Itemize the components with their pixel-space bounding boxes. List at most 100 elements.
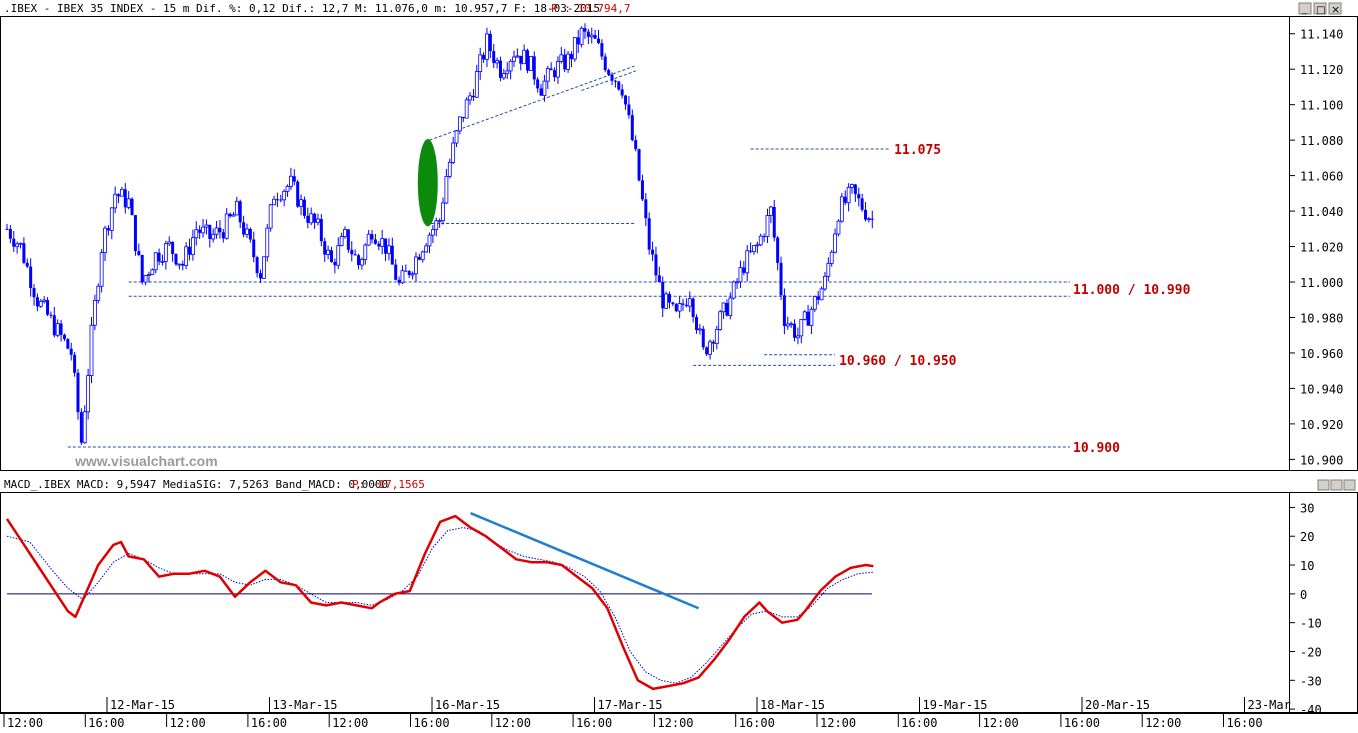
green-ellipse-gap	[417, 139, 438, 227]
candle-body-down	[634, 140, 638, 150]
candle-body-up	[812, 296, 817, 310]
candle-body-up	[454, 130, 459, 144]
candle-body-down	[586, 31, 590, 37]
candle-body-up	[224, 213, 229, 239]
candle-body-down	[333, 261, 337, 266]
candle-body-up	[410, 273, 415, 276]
candle-body-up	[708, 341, 712, 355]
candle-body-down	[651, 249, 655, 255]
candle-body-down	[549, 68, 553, 71]
price-tick-label: 11.120	[1300, 63, 1343, 77]
price-level-labels: 11.075 11.000 / 10.990 10.960 / 10.950 10.9…	[839, 143, 1190, 456]
candle-body-up	[214, 227, 219, 235]
price-panel-controls[interactable]: _ □ ×	[1298, 2, 1342, 16]
candle-body-down	[188, 246, 192, 255]
candle-body-down	[705, 347, 709, 355]
candle-body-up	[339, 236, 344, 246]
candle-body-up	[718, 311, 723, 330]
candle-body-up	[437, 220, 442, 223]
candle-body-up	[99, 252, 104, 287]
price-tick-label: 11.000	[1300, 276, 1343, 290]
candle-body-down	[630, 115, 634, 141]
candle-body-down	[776, 237, 780, 263]
candle-body-down	[208, 225, 212, 239]
time-label: 12:00	[495, 716, 531, 730]
candle-body-up	[809, 308, 814, 326]
time-label: 12:00	[170, 716, 206, 730]
macd-lines	[5, 512, 874, 691]
candle-body-down	[576, 37, 580, 45]
candle-body-up	[427, 234, 432, 247]
candle-body-up	[501, 73, 506, 79]
time-label: 12:00	[332, 716, 368, 730]
macd-ticks: 30 20 10 0 -10 -20 -30 -40	[1290, 501, 1322, 717]
candle-body-up	[400, 270, 405, 284]
candle-body-up	[839, 196, 844, 222]
price-tick-label: 10.980	[1300, 311, 1343, 325]
candle-body-down	[397, 279, 401, 283]
macd-panel-controls[interactable]	[1317, 479, 1356, 491]
candle-body-up	[515, 55, 520, 58]
candle-body-down	[691, 298, 695, 317]
candle-body-down	[323, 241, 327, 255]
maximize-icon[interactable]: □	[1316, 5, 1325, 16]
close-icon[interactable]: ×	[1331, 3, 1340, 16]
macd-tick-label: 30	[1300, 501, 1314, 515]
candle-body-up	[559, 54, 564, 62]
candle-body-up	[664, 293, 668, 309]
candle-body-down	[864, 209, 868, 220]
candle-body-down	[640, 180, 644, 200]
candle-body-up	[785, 323, 790, 327]
candle-body-up	[566, 53, 570, 70]
candle-body-up	[424, 245, 429, 253]
price-tick-label: 11.140	[1300, 28, 1343, 42]
time-label: 12:00	[7, 716, 43, 730]
level-label: 11.000 / 10.990	[1073, 283, 1191, 298]
candle-body-up	[120, 188, 124, 197]
candle-body-up	[714, 329, 719, 344]
candle-body-up	[336, 245, 341, 266]
candle-body-down	[674, 304, 678, 312]
date-label: 16-Mar-15	[435, 698, 500, 712]
candle-body-down	[624, 95, 628, 105]
candle-body-down	[647, 218, 651, 250]
macd-trendline	[470, 512, 700, 610]
candle-body-up	[147, 274, 151, 277]
price-tick-label: 10.960	[1300, 347, 1343, 361]
candle-body-down	[279, 199, 283, 201]
candle-body-down	[313, 213, 317, 223]
candle-body-down	[461, 116, 465, 119]
candle-body-up	[184, 246, 189, 266]
candle-body-up	[752, 245, 756, 253]
candle-body-up	[799, 318, 804, 337]
candle-body-up	[326, 249, 331, 255]
candle-body-up	[738, 267, 743, 283]
candle-body-up	[316, 218, 320, 223]
candle-body-down	[600, 43, 604, 57]
candle-body-down	[22, 243, 26, 263]
candle-body-down	[259, 273, 262, 279]
level-label: 11.075	[894, 143, 941, 158]
candle-body-down	[539, 88, 543, 96]
candle-body-down	[793, 323, 797, 338]
candle-body-up	[109, 207, 114, 231]
candle-body-down	[488, 33, 492, 52]
candle-body-up	[441, 202, 445, 222]
price-tick-label: 11.060	[1300, 170, 1343, 184]
candle-body-up	[721, 302, 726, 313]
candle-body-up	[823, 275, 827, 290]
candle-body-down	[725, 302, 729, 316]
candle-body-down	[870, 218, 874, 220]
candle-body-up	[478, 54, 483, 72]
candle-body-up	[42, 299, 47, 302]
candle-body-down	[46, 300, 50, 315]
minimize-icon[interactable]: _	[1301, 4, 1308, 15]
candle-body-down	[603, 56, 607, 71]
macd-line	[5, 514, 874, 691]
candle-body-down	[106, 228, 110, 231]
price-ticks: 11.140 11.120 11.100 11.080 11.060 11.040 11.0…	[1290, 28, 1343, 467]
candle-body-up	[150, 269, 155, 275]
candle-body-down	[228, 213, 232, 217]
candle-body-down	[346, 229, 350, 250]
candle-body-down	[306, 215, 310, 223]
